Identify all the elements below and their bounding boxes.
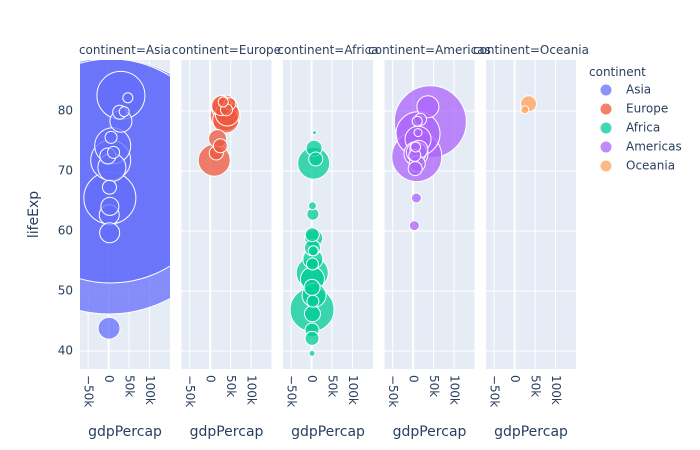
y-tick-label: 70 [58,164,73,178]
data-bubble[interactable] [303,278,321,296]
legend-marker[interactable] [599,121,613,135]
data-bubble[interactable] [306,294,320,308]
x-axis-title: gdpPercap [88,424,162,440]
data-bubble[interactable] [100,196,120,216]
data-bubble[interactable] [99,222,121,244]
x-axis-title: gdpPercap [494,424,568,440]
bubble-series-europe [197,94,241,177]
legend-item-africa[interactable]: Africa [599,121,660,135]
bubble-series-americas [391,85,467,232]
legend-item-oceania[interactable]: Oceania [599,159,675,173]
legend-label: Asia [626,83,651,97]
data-bubble[interactable] [304,330,320,346]
legend-marker[interactable] [599,83,613,97]
x-tick-label: 0 [204,375,218,383]
x-tick-label: −50k [386,375,400,407]
data-bubble[interactable] [413,128,423,138]
data-bubble[interactable] [122,92,134,104]
y-tick-label: 50 [58,284,73,298]
legend-marker[interactable] [599,159,613,173]
bubble-series-oceania [520,95,538,115]
facet-panel-asia [80,60,170,369]
facet-title-europe: continent=Europe [172,43,281,57]
x-tick-label: 0 [305,375,319,383]
legend-item-asia[interactable]: Asia [599,83,651,97]
data-bubble[interactable] [118,106,130,118]
x-tick-label: −50k [285,375,299,407]
data-bubble[interactable] [408,220,420,232]
legend-label: Americas [626,140,682,154]
data-bubble[interactable] [104,130,118,144]
y-tick-label: 80 [58,104,73,118]
facet-title-africa: continent=Africa [277,43,378,57]
x-axis-title: gdpPercap [190,424,264,440]
x-tick-label: −50k [82,375,96,407]
x-axis-title: gdpPercap [291,424,365,440]
facet-title-oceania: continent=Oceania [473,43,589,57]
gridlines [486,60,576,369]
facet-title-americas: continent=Americas [368,43,491,57]
bubble-series-africa [289,130,335,357]
x-tick-label: 50k [529,375,543,397]
data-bubble[interactable] [212,138,228,154]
data-bubble[interactable] [303,305,321,323]
data-bubble[interactable] [411,115,423,127]
data-bubble[interactable] [107,145,121,159]
legend-label: Oceania [626,159,675,173]
x-tick-label: 50k [123,375,137,397]
data-bubble[interactable] [217,96,229,108]
x-axes: −50k 0 50k 100k gdpPercap −50k 0 50k 100k gdpPerc… [82,375,568,440]
facet-title-asia: continent=Asia [79,43,171,57]
legend-label: Africa [626,121,660,135]
legend[interactable]: continent Asia Europe Africa Americas Oceania [589,65,682,173]
data-bubble[interactable] [305,257,319,271]
data-bubble[interactable] [307,245,319,257]
x-tick-label: 100k [346,375,360,405]
y-tick-label: 60 [58,224,73,238]
facet-panel-americas [384,60,475,369]
data-bubble[interactable] [520,105,530,115]
data-bubble[interactable] [307,201,317,211]
x-tick-label: 0 [407,375,421,383]
data-bubble[interactable] [312,130,317,136]
x-tick-label: 100k [549,375,563,405]
facet-panel-africa [283,60,373,369]
facet-panels [80,60,576,369]
data-bubble[interactable] [308,151,324,167]
x-tick-label: 100k [143,375,157,405]
data-bubble[interactable] [410,141,422,153]
x-tick-label: 100k [448,375,462,405]
facet-panel-oceania [486,60,576,369]
bubble-series-asia [80,60,170,340]
x-tick-label: 50k [224,375,238,397]
data-bubble[interactable] [101,179,117,195]
y-axis-title: lifeExp [26,191,42,238]
legend-marker[interactable] [599,102,613,116]
facet-panel-europe [181,60,272,369]
x-tick-label: 0 [102,375,116,383]
x-axis-title: gdpPercap [393,424,467,440]
x-tick-label: 0 [508,375,522,383]
x-tick-label: 50k [427,375,441,397]
x-tick-label: 100k [245,375,259,405]
data-bubble[interactable] [407,161,423,177]
data-bubble[interactable] [97,316,121,340]
facet-titles: continent=Asia continent=Europecontinent=… [79,43,589,57]
legend-label: Europe [626,102,668,116]
y-axis: 40 50 60 70 80 lifeExp [26,104,73,358]
data-bubble[interactable] [416,95,440,119]
legend-marker[interactable] [599,140,613,154]
legend-item-europe[interactable]: Europe [599,102,668,116]
x-tick-label: −50k [488,375,502,407]
data-bubble[interactable] [410,192,422,204]
y-tick-label: 40 [58,344,73,358]
data-bubble[interactable] [308,349,316,357]
legend-item-americas[interactable]: Americas [599,140,682,154]
legend-title: continent [589,65,646,79]
data-bubble[interactable] [304,227,320,243]
x-tick-label: −50k [183,375,197,407]
x-tick-label: 50k [326,375,340,397]
